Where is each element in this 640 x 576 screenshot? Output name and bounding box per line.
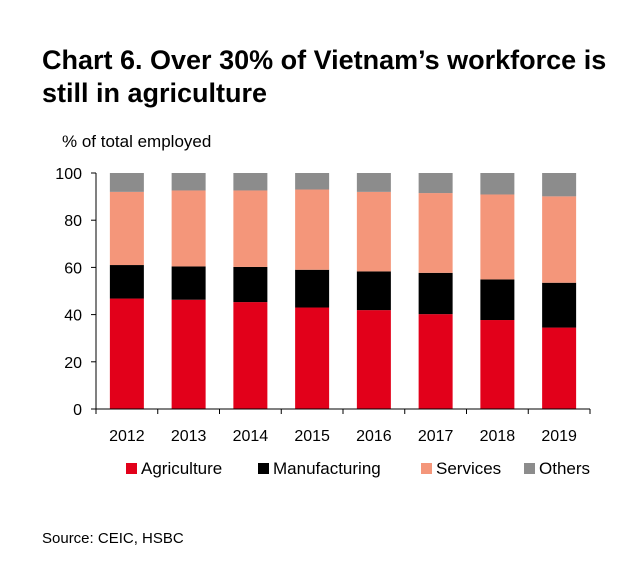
bar-others-2018 bbox=[480, 173, 515, 195]
bar-services-2016 bbox=[356, 191, 391, 272]
bar-agriculture-2012 bbox=[109, 298, 144, 409]
x-tick-label: 2012 bbox=[109, 428, 145, 445]
bar-others-2017 bbox=[418, 173, 453, 194]
x-tick-label: 2016 bbox=[356, 428, 392, 445]
bar-others-2014 bbox=[233, 173, 268, 191]
y-tick-label: 60 bbox=[64, 260, 82, 277]
bar-manufacturing-2013 bbox=[171, 266, 206, 300]
x-tick-label: 2014 bbox=[233, 428, 269, 445]
legend-label-agriculture: Agriculture bbox=[141, 459, 222, 478]
bar-manufacturing-2014 bbox=[233, 266, 268, 303]
bar-services-2015 bbox=[295, 189, 330, 270]
x-tick-label: 2019 bbox=[541, 428, 577, 445]
legend-swatch-services bbox=[421, 463, 432, 474]
legend-label-manufacturing: Manufacturing bbox=[273, 459, 381, 478]
bar-agriculture-2016 bbox=[356, 310, 391, 409]
x-tick-label: 2018 bbox=[480, 428, 516, 445]
legend-swatch-others bbox=[524, 463, 535, 474]
bar-services-2017 bbox=[418, 193, 453, 273]
x-tick-label: 2015 bbox=[294, 428, 330, 445]
legend: Agriculture Manufacturing Services Others bbox=[126, 459, 590, 478]
y-axis-unit-label: % of total employed bbox=[62, 132, 211, 151]
legend-swatch-manufacturing bbox=[258, 463, 269, 474]
y-tick-label: 80 bbox=[64, 213, 82, 230]
bar-agriculture-2015 bbox=[295, 307, 330, 409]
x-tick-label: 2017 bbox=[418, 428, 454, 445]
source-note: Source: CEIC, HSBC bbox=[42, 530, 184, 547]
legend-label-services: Services bbox=[436, 459, 501, 478]
bar-others-2015 bbox=[295, 173, 330, 190]
bar-agriculture-2013 bbox=[171, 299, 206, 409]
y-tick-label: 100 bbox=[55, 166, 82, 183]
legend-label-others: Others bbox=[539, 459, 590, 478]
bar-services-2019 bbox=[542, 196, 577, 283]
bar-services-2014 bbox=[233, 190, 268, 267]
bar-manufacturing-2017 bbox=[418, 272, 453, 315]
bar-others-2016 bbox=[356, 173, 391, 192]
bar-agriculture-2019 bbox=[542, 327, 577, 409]
bar-services-2018 bbox=[480, 194, 515, 280]
bar-others-2013 bbox=[171, 173, 206, 191]
y-tick-label: 20 bbox=[64, 355, 82, 372]
y-tick-label: 0 bbox=[73, 402, 82, 419]
bar-agriculture-2014 bbox=[233, 302, 268, 409]
bar-manufacturing-2019 bbox=[542, 282, 577, 328]
y-tick-label: 40 bbox=[64, 308, 82, 325]
bar-services-2013 bbox=[171, 190, 206, 267]
chart-title: Chart 6. Over 30% of Vietnam’s workforce… bbox=[42, 45, 607, 108]
stacked-bar-chart: % of total employed 0 20 40 60 80 100 2012 2013… bbox=[55, 132, 591, 478]
bar-manufacturing-2016 bbox=[356, 271, 391, 311]
bar-manufacturing-2012 bbox=[109, 265, 144, 299]
bar-manufacturing-2018 bbox=[480, 279, 515, 321]
bar-others-2019 bbox=[542, 173, 577, 197]
bar-others-2012 bbox=[109, 173, 144, 192]
bar-manufacturing-2015 bbox=[295, 269, 330, 308]
bar-agriculture-2017 bbox=[418, 314, 453, 409]
plot-area: 0 20 40 60 80 100 2012 2013 2014 2015 2016 2017 2018… bbox=[55, 166, 591, 445]
bar-agriculture-2018 bbox=[480, 320, 515, 409]
bar-services-2012 bbox=[109, 191, 144, 266]
x-tick-label: 2013 bbox=[171, 428, 207, 445]
legend-swatch-agriculture bbox=[126, 463, 137, 474]
